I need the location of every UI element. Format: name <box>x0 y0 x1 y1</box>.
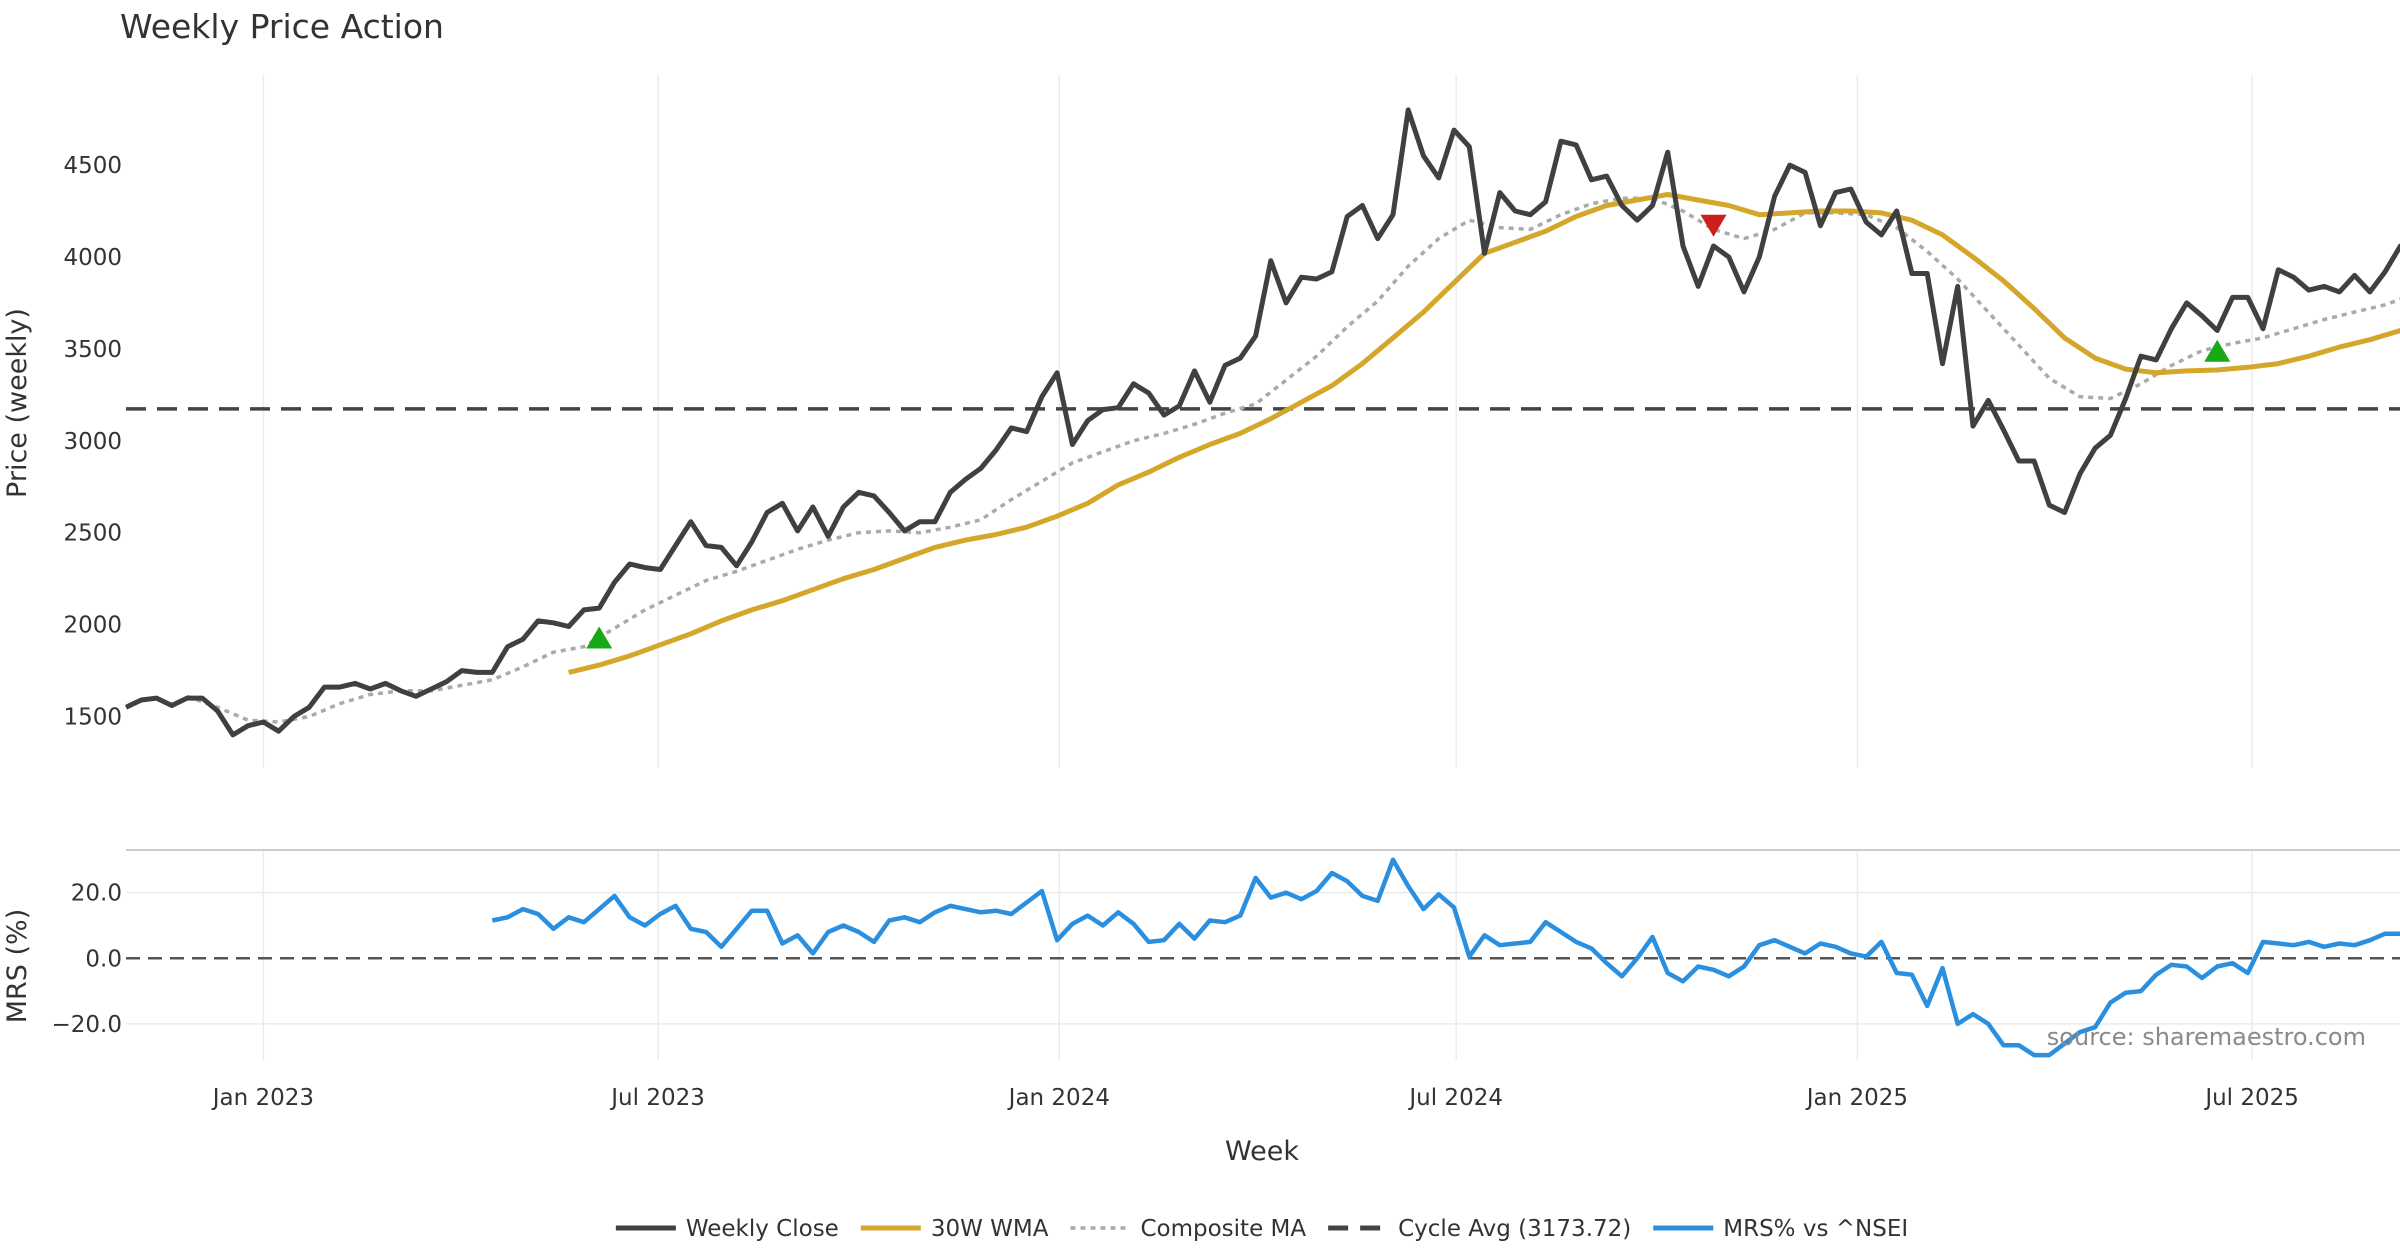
x-axis-label: Week <box>1225 1136 1299 1167</box>
price-tick-label: 2000 <box>63 613 122 639</box>
x-tick-label: Jul 2025 <box>2203 1085 2299 1111</box>
buy-signal-marker <box>2204 339 2231 362</box>
legend-item-mrs: MRS% vs ^NSEI <box>1653 1216 1908 1242</box>
legend-item-composite: Composite MA <box>1070 1216 1306 1242</box>
mrs-tick-label: 0.0 <box>85 946 122 972</box>
mrs-series-group <box>126 857 2400 1058</box>
price-tick-label: 2500 <box>63 521 122 547</box>
legend-label: Weekly Close <box>686 1216 839 1242</box>
legend-label: Composite MA <box>1140 1216 1306 1242</box>
x-tick-label: Jan 2025 <box>1805 1085 1908 1111</box>
price-tick-label: 3000 <box>63 429 122 455</box>
x-tick-labels: Jan 2023 Jul 2023 Jan 2024 Jul 2024 Jan 2025… <box>211 1085 2299 1111</box>
price-tick-label: 4000 <box>63 245 122 271</box>
price-tick-label: 1500 <box>63 705 122 731</box>
x-tick-label: Jan 2023 <box>211 1085 314 1111</box>
legend-item-cycle: Cycle Avg (3173.72) <box>1328 1216 1631 1242</box>
sell-signal-marker <box>1700 214 1727 237</box>
legend-label: Cycle Avg (3173.72) <box>1398 1216 1631 1242</box>
mrs-grid <box>126 849 2400 1060</box>
legend-label: 30W WMA <box>931 1216 1049 1242</box>
source-label: source: sharemaestro.com <box>2047 1023 2366 1051</box>
mrs-tick-label: −20.0 <box>52 1012 122 1038</box>
x-tick-label: Jan 2024 <box>1007 1085 1110 1111</box>
legend-item-wma: 30W WMA <box>860 1216 1049 1242</box>
legend-label: MRS% vs ^NSEI <box>1723 1216 1908 1242</box>
mrs-tick-label: 20.0 <box>71 881 122 907</box>
close-series-line <box>124 107 2400 738</box>
legend: Weekly Close 30W WMA Composite MA Cycle Avg… <box>615 1216 1908 1242</box>
mrs-axis-label: MRS (%) <box>2 909 33 1024</box>
price-tick-label: 3500 <box>63 337 122 363</box>
legend-item-close: Weekly Close <box>615 1216 839 1242</box>
buy-signal-marker <box>586 626 613 649</box>
price-tick-label: 4500 <box>63 153 122 179</box>
x-tick-label: Jul 2023 <box>609 1085 705 1111</box>
signal-markers <box>586 214 2231 649</box>
price-axis-label: Price (weekly) <box>2 308 33 498</box>
y-tick-labels: 1500 2000 2500 3000 3500 4000 4500 20.0 0.0 −20.0 <box>52 153 122 1038</box>
x-tick-label: Jul 2024 <box>1407 1085 1503 1111</box>
wma-series-line <box>568 192 2400 675</box>
price-grid <box>262 75 2253 768</box>
price-series-group <box>124 107 2400 738</box>
mrs-series-line <box>491 857 2400 1058</box>
composite-series-line <box>186 196 2400 724</box>
chart-title: Weekly Price Action <box>120 7 444 46</box>
